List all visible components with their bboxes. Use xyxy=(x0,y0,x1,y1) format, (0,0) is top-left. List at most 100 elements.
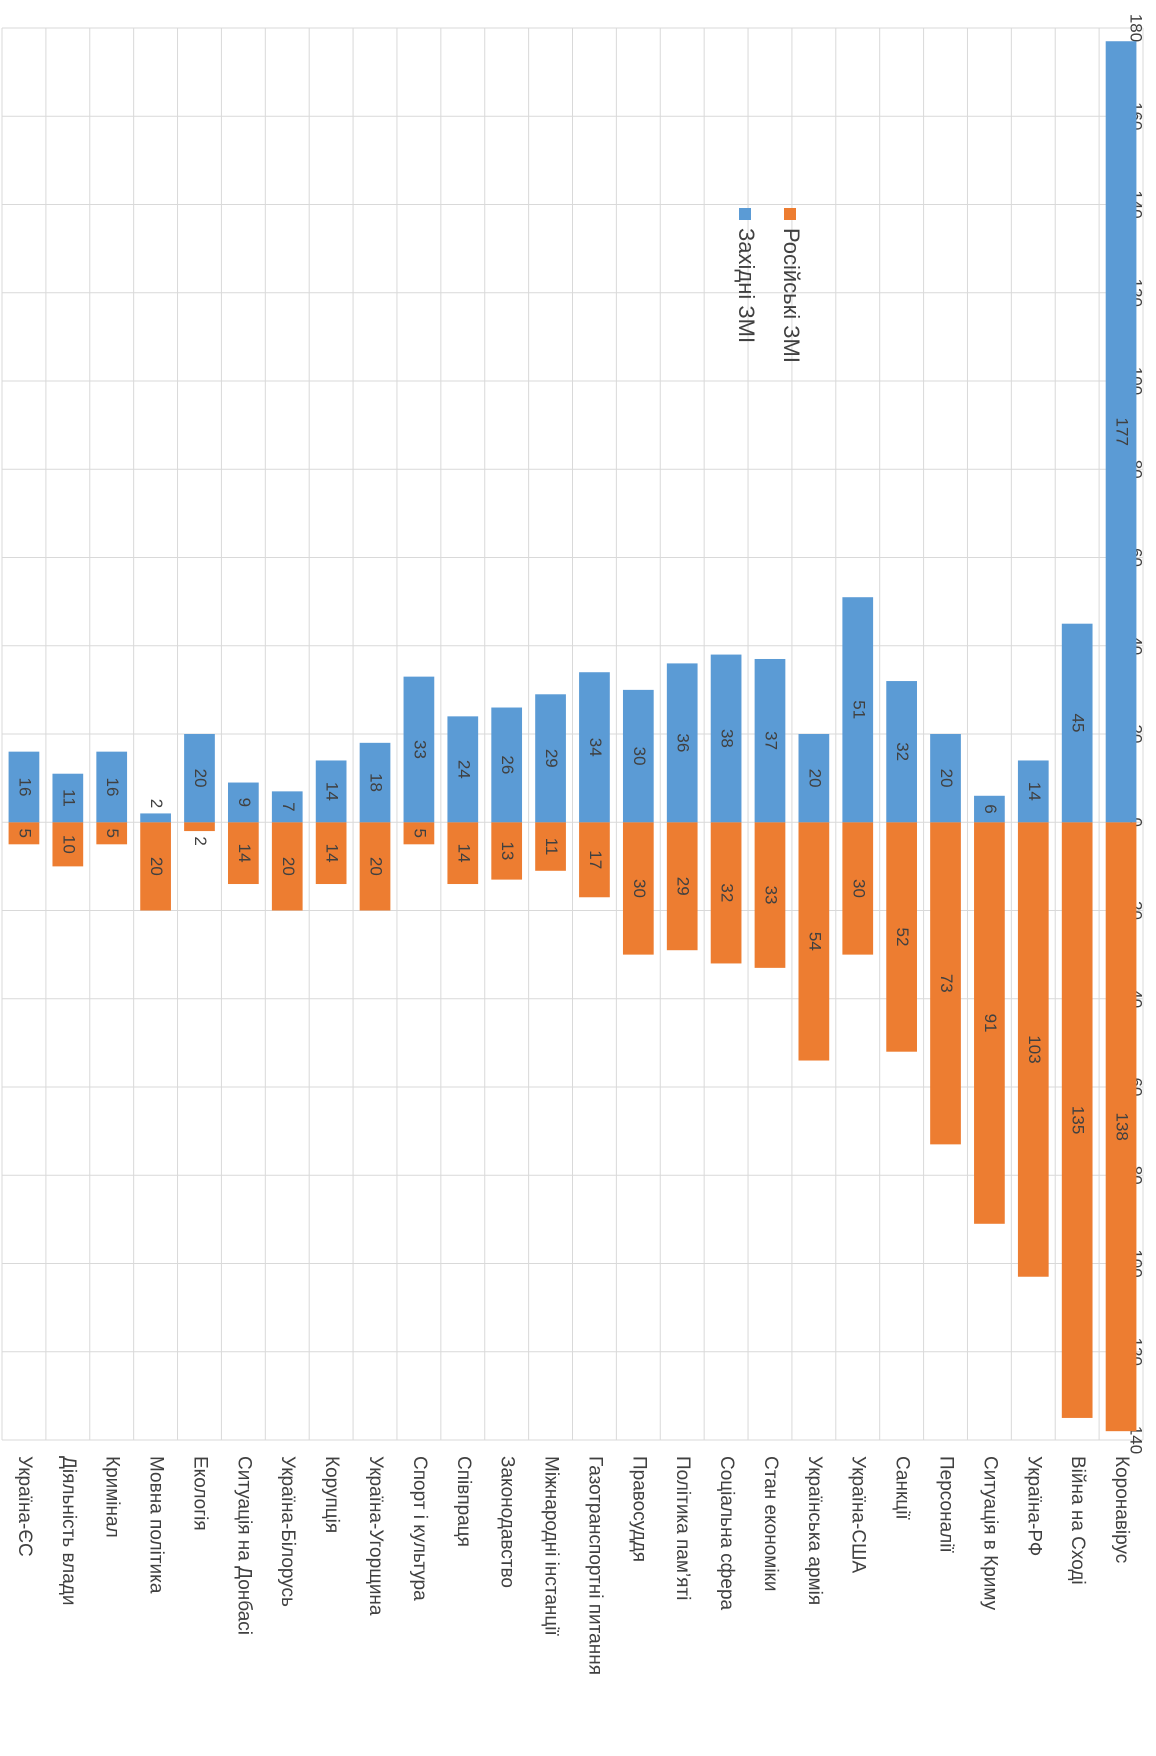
bar xyxy=(96,822,128,845)
bar xyxy=(798,734,830,823)
x-tick-label: Співпраця xyxy=(453,1456,474,1547)
x-tick-label: Законодавство xyxy=(497,1456,518,1588)
data-label: 2 xyxy=(147,799,166,808)
x-tick-label: Кримінал xyxy=(102,1456,123,1538)
bar xyxy=(403,822,435,845)
data-label: 20 xyxy=(805,769,824,788)
bar xyxy=(974,822,1005,1224)
data-label: 11 xyxy=(59,789,78,807)
x-tick-label: Мовна політика xyxy=(146,1456,167,1594)
x-tick-label: Корупція xyxy=(321,1456,342,1533)
bar xyxy=(579,672,610,823)
data-label: 16 xyxy=(15,777,34,796)
data-label: 91 xyxy=(981,1014,1000,1033)
data-label: 33 xyxy=(410,740,429,759)
data-label: 30 xyxy=(630,879,649,898)
bar xyxy=(184,822,215,832)
legend-label: Російські ЗМІ xyxy=(779,228,804,363)
bar xyxy=(886,681,917,823)
bar xyxy=(842,597,874,823)
x-tick-label: Персоналії xyxy=(936,1456,957,1553)
bar xyxy=(271,822,303,911)
bar xyxy=(1105,822,1137,1432)
data-label: 14 xyxy=(323,844,342,863)
bar xyxy=(1017,760,1049,823)
data-label: 52 xyxy=(893,928,912,947)
data-label: 37 xyxy=(761,731,780,750)
bar xyxy=(974,795,1005,823)
legend-label: Західні ЗМІ xyxy=(734,228,759,343)
legend-swatch xyxy=(739,208,751,220)
bar xyxy=(622,822,654,955)
y-tick-label: 140 xyxy=(1127,1426,1146,1454)
bar xyxy=(622,689,654,823)
x-tick-label: Спорт і культура xyxy=(409,1456,430,1601)
data-label: 36 xyxy=(674,733,693,752)
bar xyxy=(1017,822,1049,1277)
data-label: 5 xyxy=(410,829,429,838)
x-tick-label: Газотранспортні питання xyxy=(584,1456,605,1675)
data-label: 24 xyxy=(454,760,473,779)
bar xyxy=(491,822,523,880)
bar xyxy=(447,822,479,885)
bar xyxy=(52,773,84,823)
data-label: 16 xyxy=(103,777,122,796)
x-tick-label: Україна-ЄС xyxy=(14,1456,35,1557)
bar xyxy=(842,822,874,955)
bar xyxy=(930,822,961,1145)
data-label: 5 xyxy=(103,829,122,838)
bar xyxy=(666,663,698,823)
x-tick-label: Екологія xyxy=(189,1456,210,1531)
bar xyxy=(359,742,391,823)
data-label: 14 xyxy=(1025,782,1044,801)
data-label: 29 xyxy=(542,749,561,768)
bar xyxy=(8,822,40,845)
data-label: 30 xyxy=(630,747,649,766)
x-tick-label: Українська армія xyxy=(804,1456,825,1605)
bar xyxy=(447,716,479,823)
bar xyxy=(491,707,523,823)
data-label: 33 xyxy=(761,886,780,905)
bar xyxy=(359,822,391,911)
bar xyxy=(1105,41,1137,823)
data-label: 177 xyxy=(1113,418,1132,446)
x-tick-label: Коронавірус xyxy=(1111,1456,1132,1563)
data-label: 29 xyxy=(674,877,693,896)
bar xyxy=(315,760,347,823)
data-label: 20 xyxy=(279,857,298,876)
data-label: 54 xyxy=(805,932,824,951)
data-label: 10 xyxy=(59,835,78,854)
x-tick-label: Політика пам’яті xyxy=(672,1456,693,1600)
x-tick-label: Стан економіки xyxy=(760,1456,781,1591)
data-label: 2 xyxy=(191,836,210,845)
data-label: 34 xyxy=(586,738,605,757)
bar xyxy=(535,694,566,823)
data-label: 103 xyxy=(1025,1035,1044,1063)
bar xyxy=(798,822,830,1061)
data-label: 11 xyxy=(542,838,561,856)
x-tick-label: Санкції xyxy=(892,1456,913,1520)
bar xyxy=(1061,623,1093,823)
x-tick-label: Міжнародні інстанції xyxy=(541,1456,562,1636)
data-label: 7 xyxy=(279,802,298,811)
bar xyxy=(96,751,128,823)
data-label: 20 xyxy=(937,769,956,788)
data-label: 6 xyxy=(981,804,1000,813)
bar xyxy=(754,658,786,823)
bar xyxy=(140,813,171,823)
x-tick-label: Ситуація на Донбасі xyxy=(233,1456,254,1635)
data-label: 135 xyxy=(1069,1106,1088,1134)
bar xyxy=(579,822,610,898)
data-label: 14 xyxy=(323,782,342,801)
data-label: 51 xyxy=(849,700,868,719)
x-tick-label: Соціальна сфера xyxy=(716,1456,737,1611)
bar xyxy=(184,734,215,823)
bar xyxy=(271,791,303,823)
x-tick-label: Україна-США xyxy=(848,1456,869,1573)
bar xyxy=(403,676,435,823)
x-tick-label: Війна на Сході xyxy=(1067,1456,1088,1585)
data-label: 17 xyxy=(586,850,605,869)
data-label: 138 xyxy=(1113,1113,1132,1141)
x-tick-label: Україна-Білорусь xyxy=(277,1456,298,1607)
